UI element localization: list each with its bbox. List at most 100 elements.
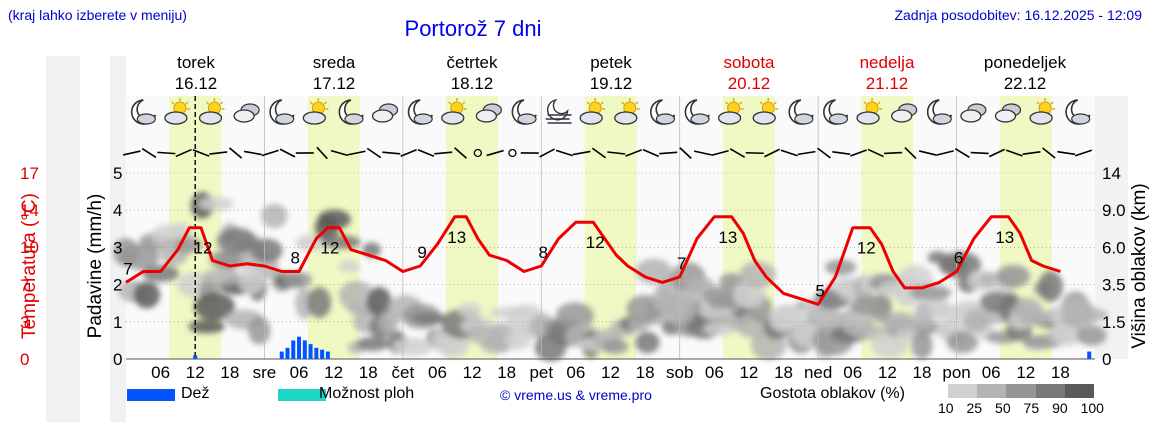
density-tick: 10 <box>938 400 954 416</box>
wind-barb-icon <box>867 148 884 158</box>
wind-barb-icon <box>904 146 917 160</box>
hour-tick-label: 12 <box>878 363 897 382</box>
cloud-blob <box>995 264 1031 288</box>
temp-tick: 14 <box>20 201 39 220</box>
wind-barb-icon <box>1057 150 1076 156</box>
wind-barb-icon <box>642 148 660 158</box>
temperature-label: 7 <box>123 259 132 278</box>
temperature-label: 12 <box>586 233 605 252</box>
rain-bar <box>291 340 296 359</box>
precipitation-tick: 1 <box>113 313 122 332</box>
legend-rain-swatch <box>127 389 175 401</box>
wind-barb-icon <box>122 150 141 156</box>
cloud-blob <box>307 286 332 318</box>
hour-tick-label: 18 <box>913 363 932 382</box>
hour-tick-label: 06 <box>290 363 309 382</box>
hour-tick-label: 06 <box>705 363 724 382</box>
temperature-label: 8 <box>539 243 548 262</box>
wind-barb-icon <box>970 151 989 155</box>
cloud-blob <box>261 203 288 229</box>
density-tick: 90 <box>1052 400 1068 416</box>
cloud-blob <box>635 331 660 354</box>
density-step <box>1035 384 1065 398</box>
cloud-blob <box>732 281 766 308</box>
wind-barb-icon <box>711 149 729 157</box>
precipitation-tick: 2 <box>113 276 122 295</box>
temp-tick: 7 <box>20 276 30 295</box>
cloud-blob <box>1038 270 1063 303</box>
cloud-blob <box>601 339 629 355</box>
legend-showers-swatch <box>278 389 326 401</box>
temperature-label: 12 <box>194 239 213 258</box>
rain-bar <box>193 355 198 359</box>
legend-rain-label: Dež <box>181 385 210 402</box>
precipitation-tick: 0 <box>113 350 122 369</box>
hour-tick-label: 12 <box>601 363 620 382</box>
day-header: nedelja 21.12 <box>859 53 915 93</box>
density-step <box>1064 384 1095 398</box>
wind-barb-icon <box>434 151 453 155</box>
density-step <box>1006 384 1036 398</box>
wind-barb-icon <box>382 151 401 155</box>
hour-tick-label: 18 <box>1051 363 1070 382</box>
day-tick-label: sob <box>666 363 693 382</box>
wind-barb-icon <box>884 151 903 155</box>
day-header: torek 16.12 <box>174 53 218 93</box>
day-header: ponedeljek 22.12 <box>983 53 1067 93</box>
day-header: sreda 17.12 <box>312 53 356 93</box>
hour-tick-label: 06 <box>843 363 862 382</box>
hour-tick-label: 06 <box>566 363 585 382</box>
cloud-blob <box>322 235 361 250</box>
cloud-blob <box>458 302 482 318</box>
cloud-blob <box>120 244 160 270</box>
cloud-height-tick: 14 <box>1102 164 1121 183</box>
temperature-label: 12 <box>857 239 876 258</box>
wind-barb-icon <box>141 147 157 159</box>
temperature-label: 9 <box>417 243 426 262</box>
temp-tick: 0 <box>20 350 30 369</box>
wind-barb-icon <box>659 151 678 155</box>
density-tick: 100 <box>1080 400 1104 416</box>
day-tick-label: pet <box>529 363 553 382</box>
cloud-blob <box>1019 310 1053 326</box>
wind-barb-icon <box>954 147 970 159</box>
wind-barb-icon <box>1005 149 1023 157</box>
rain-bar <box>297 336 302 359</box>
rain-bar <box>325 351 330 359</box>
cloud-blob <box>911 330 933 360</box>
cloud-height-tick: 6.0 <box>1102 238 1126 257</box>
temperature-label: 13 <box>718 228 737 247</box>
legend-showers-label: Možnost ploh <box>319 385 415 402</box>
temp-tick: 17 <box>20 164 39 183</box>
wind-barb-icon <box>157 151 176 155</box>
wind-barb-icon <box>417 149 435 157</box>
cloud-blob <box>1076 325 1107 346</box>
precipitation-tick: 5 <box>113 164 122 183</box>
cloud-blob <box>201 268 242 286</box>
calm-wind-icon <box>508 148 517 158</box>
cloud-blob <box>281 271 312 289</box>
wind-barb-icon <box>279 148 296 158</box>
rain-bar <box>1087 351 1092 359</box>
wind-barb-icon <box>555 149 573 157</box>
wind-barb-icon <box>192 149 210 157</box>
copyright-link[interactable]: © vreme.us & vreme.pro <box>500 387 652 403</box>
cloud-blob <box>979 290 1017 313</box>
wind-barb-icon <box>572 150 591 156</box>
day-tick-label: ned <box>804 363 832 382</box>
calm-wind-icon <box>473 148 482 158</box>
wind-barb-icon <box>175 148 192 158</box>
wind-barb-icon <box>454 147 468 159</box>
cloud-blob <box>850 295 891 316</box>
wind-barb-icon <box>1074 149 1092 157</box>
temperature-label: 8 <box>291 248 300 267</box>
density-ticks: 10 25 50 75 90 100 <box>938 400 1104 416</box>
cloud-blob <box>133 281 161 309</box>
density-scale <box>948 384 1095 398</box>
temperature-label: 5 <box>815 281 824 300</box>
cloud-blob <box>411 312 447 325</box>
wind-barb-icon <box>918 150 937 156</box>
rain-bar <box>279 351 284 359</box>
last-update: Zadnja posodobitev: 16.12.2025 - 12:09 <box>894 7 1142 23</box>
